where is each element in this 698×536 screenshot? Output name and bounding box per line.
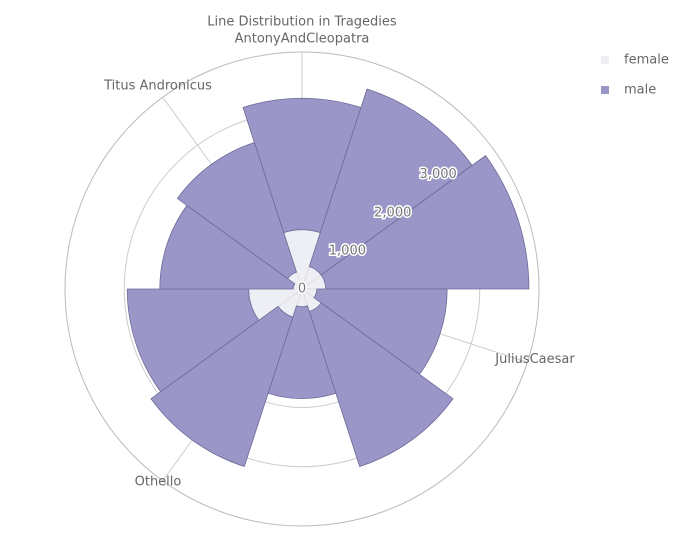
sector xyxy=(126,288,260,393)
chart-title: Line Distribution in Tragedies xyxy=(207,15,397,30)
sector xyxy=(320,155,530,290)
sector xyxy=(308,88,473,276)
radius-tick-label: 3,000 xyxy=(420,167,457,182)
angle-label: JuliusCaesar xyxy=(494,352,575,367)
angle-label: AntonyAndCleopatra xyxy=(235,32,370,47)
angle-label: Titus Andronicus xyxy=(103,78,212,93)
radius-tick-label: 0 xyxy=(298,282,306,297)
radius-tick-label: 1,000 xyxy=(329,243,366,258)
angle-label: Othello xyxy=(135,475,182,490)
sector xyxy=(313,288,448,375)
legend-swatch xyxy=(601,86,609,94)
sector xyxy=(150,305,294,468)
sector xyxy=(176,141,298,280)
legend-label: female xyxy=(624,53,669,68)
legend-swatch xyxy=(601,56,609,64)
sector xyxy=(159,204,296,290)
sector xyxy=(308,302,454,468)
radius-tick-label: 2,000 xyxy=(374,205,411,220)
legend-label: male xyxy=(624,83,656,98)
sector xyxy=(242,97,362,234)
